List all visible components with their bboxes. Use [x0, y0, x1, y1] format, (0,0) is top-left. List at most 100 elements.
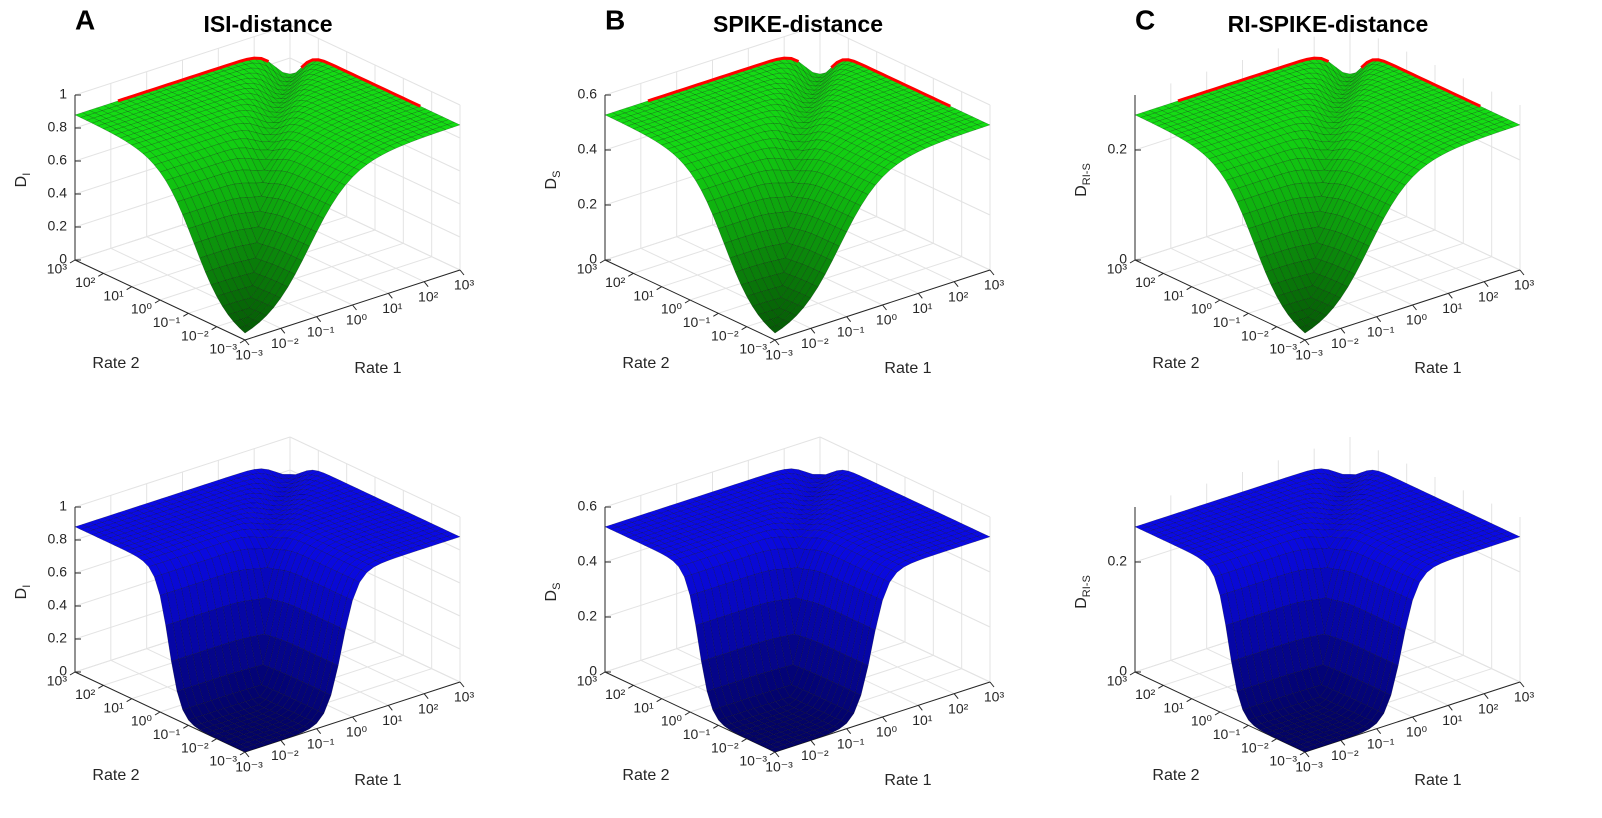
z-tick-label: 0.4: [48, 597, 68, 613]
tick-mark: [1186, 286, 1192, 291]
z-label-sub: RI-S: [1081, 163, 1093, 185]
y-tick-label: 10²: [1135, 274, 1156, 290]
surface-patch: [238, 325, 253, 334]
tick-mark: [459, 269, 465, 276]
x-tick-label: 10⁻²: [1331, 335, 1359, 351]
tick-mark: [917, 705, 923, 711]
surface-patch: [266, 66, 281, 81]
y-tick-label: 10³: [47, 261, 68, 277]
surface-patch: [383, 139, 398, 147]
tick-mark: [769, 339, 776, 344]
ridge: [300, 58, 421, 108]
surface-patch: [142, 151, 157, 160]
surface-patch: [878, 81, 893, 88]
panel: 00.20.40.60.8110⁻³10⁻²10⁻¹10⁰10¹10²10³10…: [13, 436, 474, 789]
tick-mark: [1519, 269, 1525, 276]
z-tick-label: 0.6: [578, 498, 598, 514]
tick-mark: [69, 259, 76, 264]
panel: 00.20.40.610⁻³10⁻²10⁻¹10⁰10¹10²10³10⁻³10…: [543, 436, 1004, 789]
surface-patch: [746, 70, 761, 77]
surface-patch: [274, 131, 289, 143]
tick-mark: [713, 724, 719, 729]
y-tick-label: 10⁻²: [1241, 327, 1269, 343]
tick-mark: [882, 716, 887, 723]
surface-patch: [822, 67, 836, 82]
x-tick-label: 10⁰: [346, 312, 368, 328]
surface-patch: [417, 131, 432, 138]
surface-patch: [435, 116, 450, 123]
surface-patch: [396, 139, 411, 146]
x-tick-label: 10⁻¹: [307, 735, 335, 751]
y-tick-label: 10²: [75, 274, 96, 290]
surface-patch: [269, 158, 284, 172]
surface-patch: [240, 104, 255, 112]
surface-patch: [308, 64, 324, 71]
surface-patch: [433, 121, 448, 128]
z-tick-label: 0.6: [48, 152, 68, 168]
surface-patch: [305, 158, 319, 170]
surface-patch: [840, 81, 855, 88]
y-tick-label: 10³: [577, 673, 598, 689]
panel: 00.210⁻³10⁻²10⁻¹10⁰10¹10²10³10⁻³10⁻²10⁻¹…: [1073, 4, 1534, 377]
surface-patch: [263, 75, 278, 90]
surface-patch: [858, 83, 873, 90]
surface-patch: [241, 98, 256, 107]
tick-mark: [211, 326, 217, 331]
surface-patch: [806, 88, 820, 95]
surface-patch: [360, 156, 375, 165]
x-tick-label: 10⁻²: [801, 335, 829, 351]
tick-mark: [387, 293, 393, 299]
tick-mark: [628, 684, 634, 689]
y-axis-label: Rate 2: [92, 767, 139, 784]
surface-patch: [217, 280, 232, 295]
tick-mark: [280, 328, 286, 334]
surface-patch: [395, 121, 410, 127]
surface-patch: [169, 149, 184, 159]
surface-patch: [119, 135, 134, 142]
surface-patch: [159, 169, 174, 181]
y-tick-label: 10⁻¹: [683, 726, 711, 742]
panel: 00.20.40.60.8110⁻³10⁻²10⁻¹10⁰10¹10²10³10…: [13, 4, 474, 377]
y-tick-label: 10³: [1107, 261, 1128, 277]
surface-patch: [148, 156, 162, 166]
tick-mark: [126, 286, 132, 291]
x-axis-label: Rate 1: [354, 772, 401, 789]
y-tick-label: 10⁻¹: [1213, 314, 1241, 330]
tick-mark: [352, 716, 357, 723]
tick-mark: [244, 339, 250, 346]
y-tick-label: 10⁻¹: [153, 314, 181, 330]
tick-mark: [423, 693, 429, 699]
x-tick-label: 10⁻²: [801, 747, 829, 763]
x-tick-label: 10⁻¹: [1367, 323, 1395, 339]
surface-patch: [303, 229, 318, 247]
surface-patch: [165, 137, 180, 145]
tick-mark: [882, 304, 887, 311]
x-tick-label: 10¹: [382, 300, 403, 316]
surface-patch: [170, 187, 185, 203]
surface-patch: [353, 161, 368, 171]
surface-patch: [159, 133, 174, 141]
surface-patch: [168, 124, 183, 132]
surface-patch: [138, 140, 153, 148]
surface-patch: [399, 105, 414, 112]
surface-patch: [254, 77, 269, 90]
x-tick-label: 10¹: [912, 712, 933, 728]
z-label-base: D: [1073, 185, 1090, 197]
surface-patch: [374, 148, 389, 156]
tick-mark: [239, 751, 246, 756]
tick-mark: [656, 698, 662, 703]
tick-mark: [741, 738, 747, 743]
y-tick-label: 10⁻²: [711, 739, 739, 755]
surface-patch: [305, 97, 320, 104]
tick-mark: [599, 671, 606, 676]
surface-patch: [356, 120, 371, 127]
tick-mark: [459, 681, 465, 688]
surface-patch: [812, 71, 826, 79]
surface-patch: [819, 76, 833, 90]
surface-patch: [261, 141, 276, 151]
tick-mark: [1158, 272, 1164, 277]
z-tick-label: 0.4: [578, 553, 598, 569]
surface-patch: [361, 105, 376, 111]
surface-patch: [816, 86, 830, 99]
surface-patch: [247, 77, 262, 86]
